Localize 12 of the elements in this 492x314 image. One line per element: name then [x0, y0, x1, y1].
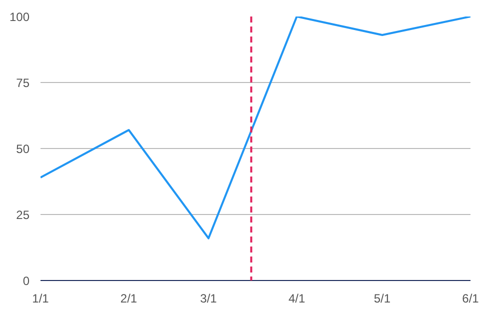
x-tick-label: 4/1: [288, 292, 306, 306]
y-tick-label: 50: [16, 142, 30, 156]
x-tick-label: 5/1: [374, 292, 391, 306]
y-tick-label: 100: [9, 10, 30, 24]
line-series: [40, 16, 470, 240]
x-tick-label: 6/1: [462, 292, 480, 306]
x-tick-label: 3/1: [200, 292, 218, 306]
x-tick-label: 1/1: [32, 292, 50, 306]
x-tick-label: 2/1: [120, 292, 138, 306]
y-tick-label: 75: [16, 76, 30, 90]
y-tick-label: 0: [22, 274, 30, 288]
y-tick-label: 25: [16, 208, 30, 222]
